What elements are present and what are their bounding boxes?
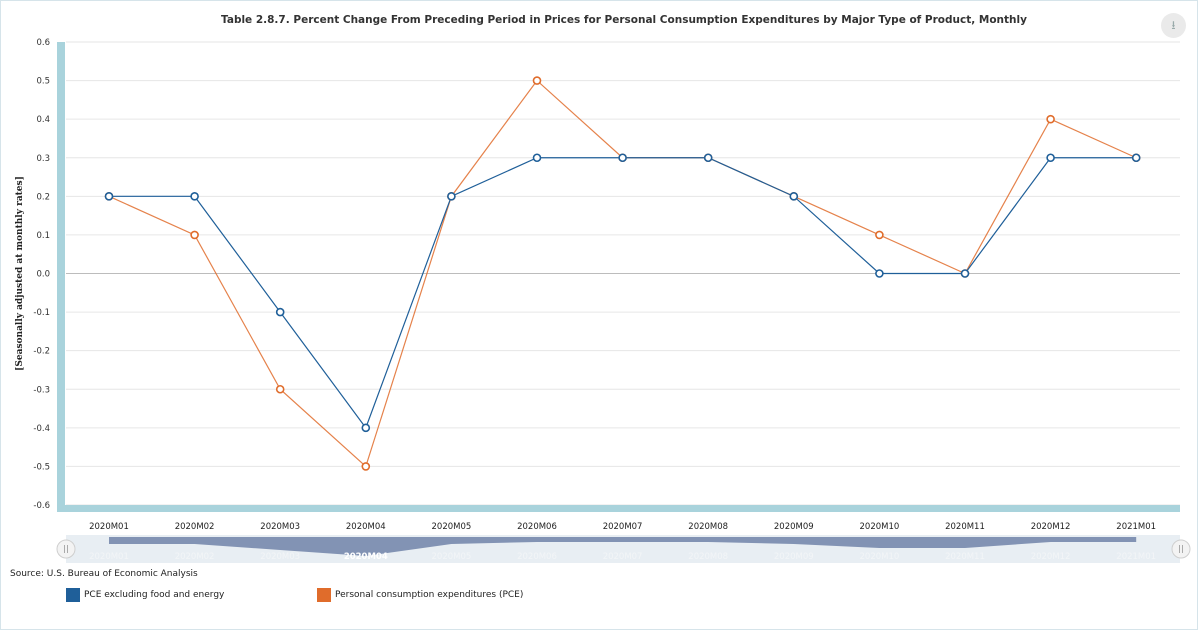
data-point-core-pce bbox=[875, 269, 884, 278]
navigator-left-handle-icon[interactable] bbox=[56, 539, 76, 559]
x-tick-label: 2020M12 bbox=[1031, 522, 1071, 532]
data-point-core-pce bbox=[1046, 153, 1055, 163]
axis-layer: 0.6 0.5 0.4 0.3 0.2 0.1 0.0 -0.1 -0.2 -0.3 -0.4 -0.… bbox=[15, 38, 1180, 532]
series-layer bbox=[104, 76, 1141, 471]
navigator-label: 2020M05 bbox=[432, 552, 472, 562]
data-point-pce bbox=[532, 76, 542, 85]
legend-label-pce: Personal consumption expenditures (PCE) bbox=[335, 590, 524, 600]
grid-layer bbox=[66, 41, 1180, 506]
source-text: Source: U.S. Bureau of Economic Analysis bbox=[10, 569, 198, 579]
navigator-label: 2020M07 bbox=[603, 552, 643, 562]
chart-frame bbox=[0, 0, 1198, 630]
legend-swatch-pce bbox=[317, 588, 331, 602]
x-axis-bar bbox=[57, 505, 1180, 512]
legend-item-core-pce[interactable]: PCE excluding food and energy bbox=[66, 587, 224, 603]
data-point-core-pce bbox=[190, 192, 199, 201]
y-tick-label: 0.5 bbox=[36, 77, 50, 87]
y-tick-label: 0.4 bbox=[36, 115, 50, 125]
data-point-pce bbox=[275, 384, 285, 394]
data-point-core-pce bbox=[361, 423, 371, 433]
data-point-core-pce bbox=[960, 269, 970, 278]
x-tick-label: 2020M07 bbox=[603, 522, 643, 532]
legend-label-core-pce: PCE excluding food and energy bbox=[84, 590, 225, 600]
data-point-core-pce bbox=[789, 192, 799, 201]
navigator-label: 2020M03 bbox=[260, 552, 300, 562]
navigator-label: 2020M08 bbox=[688, 552, 728, 562]
legend-item-pce[interactable]: Personal consumption expenditures (PCE) bbox=[317, 587, 523, 603]
data-point-pce bbox=[1046, 114, 1055, 124]
data-point-pce bbox=[190, 230, 199, 240]
y-axis-bar bbox=[57, 42, 65, 511]
data-point-core-pce bbox=[532, 153, 542, 163]
x-tick-label: 2020M03 bbox=[260, 522, 300, 532]
x-tick-label: 2020M08 bbox=[688, 522, 728, 532]
y-tick-label: -0.1 bbox=[33, 308, 50, 318]
data-point-core-pce bbox=[104, 192, 114, 201]
y-tick-label: 0.0 bbox=[36, 270, 50, 280]
navigator-label: 2020M06 bbox=[517, 552, 557, 562]
x-tick-label: 2020M10 bbox=[860, 522, 900, 532]
data-point-core-pce bbox=[703, 153, 713, 163]
y-axis-label: [Seasonally adjusted at monthly rates] bbox=[15, 176, 25, 371]
x-tick-label: 2020M09 bbox=[774, 522, 814, 532]
navigator-label: 2020M12 bbox=[1031, 552, 1071, 562]
x-tick-label: 2020M06 bbox=[517, 522, 557, 532]
y-tick-label: 0.1 bbox=[36, 231, 50, 241]
y-tick-label: 0.3 bbox=[36, 154, 50, 164]
data-point-core-pce bbox=[1131, 153, 1141, 163]
navigator-label: 2020M10 bbox=[860, 552, 900, 562]
y-tick-label: -0.3 bbox=[33, 385, 50, 395]
data-point-core-pce bbox=[618, 153, 627, 163]
data-point-pce bbox=[875, 230, 884, 240]
x-tick-label: 2021M01 bbox=[1116, 522, 1156, 532]
legend-swatch-core-pce bbox=[66, 588, 80, 602]
x-tick-label: 2020M04 bbox=[346, 522, 386, 532]
data-point-pce bbox=[361, 462, 371, 471]
y-tick-label: -0.2 bbox=[33, 347, 50, 357]
chart-title: Table 2.8.7. Percent Change From Precedi… bbox=[221, 14, 1027, 26]
download-icon[interactable]: ⭳ bbox=[1161, 13, 1186, 38]
navigator-label: 2020M01 bbox=[89, 552, 129, 562]
y-tick-label: -0.6 bbox=[33, 501, 50, 511]
x-tick-label: 2020M11 bbox=[945, 522, 985, 532]
navigator-label: 2021M01 bbox=[1116, 552, 1156, 562]
navigator-label: 2020M02 bbox=[175, 552, 215, 562]
x-tick-label: 2020M01 bbox=[89, 522, 129, 532]
y-tick-label: 0.2 bbox=[36, 192, 50, 202]
navigator-series bbox=[109, 537, 1137, 556]
x-tick-label: 2020M05 bbox=[432, 522, 472, 532]
navigator-layer: 2020M01 2020M02 2020M03 2020M04 2020M05 2020M… bbox=[56, 535, 1191, 563]
data-point-core-pce bbox=[275, 307, 285, 317]
series-line-core-pce bbox=[109, 157, 1137, 430]
data-point-core-pce bbox=[447, 192, 456, 201]
navigator-label: 2020M04 bbox=[344, 552, 388, 562]
navigator-label: 2020M11 bbox=[945, 552, 985, 562]
y-tick-label: -0.4 bbox=[33, 424, 50, 434]
y-tick-label: -0.5 bbox=[33, 462, 50, 472]
navigator-label: 2020M09 bbox=[774, 552, 814, 562]
x-tick-label: 2020M02 bbox=[175, 522, 215, 532]
y-tick-label: 0.6 bbox=[36, 38, 50, 48]
navigator-right-handle-icon[interactable] bbox=[1171, 539, 1191, 559]
